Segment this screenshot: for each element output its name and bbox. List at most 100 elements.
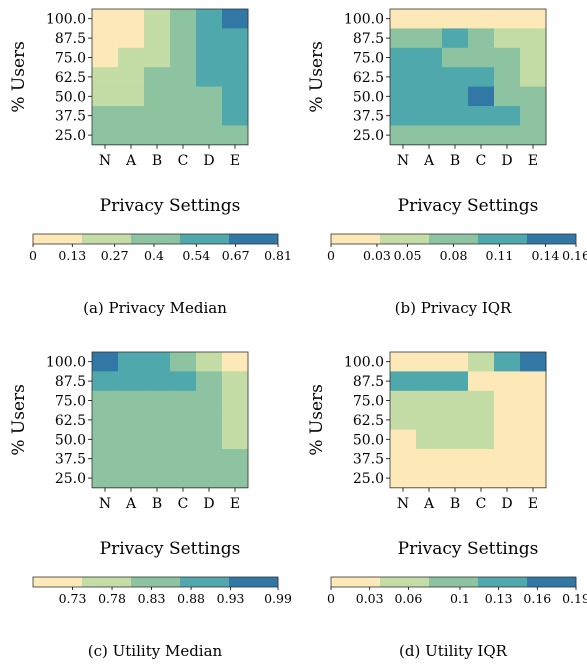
heatmap-cell-r3-c1 bbox=[118, 67, 145, 88]
heatmap-cell-r1-c3 bbox=[170, 28, 197, 49]
heatmap-cell-r5-c1 bbox=[118, 449, 145, 469]
y-tick-label: 62.5 bbox=[55, 70, 86, 86]
heatmap-cell-r2-c1 bbox=[118, 390, 145, 411]
subfigure-caption: (d) Utility IQR bbox=[399, 642, 508, 660]
colorbar-segment-0 bbox=[331, 577, 381, 587]
heatmap-cell-r6-c0 bbox=[390, 468, 417, 489]
colorbar-tick-label: 0.88 bbox=[177, 591, 205, 606]
heatmap-cell-r2-c3 bbox=[170, 47, 197, 68]
heatmap-cell-r5-c5 bbox=[222, 449, 249, 469]
colorbar-tick-label: 0.13 bbox=[58, 248, 86, 263]
chart-panel-3: 100.0 87.5 75.0 62.5 50.0 37.5 25.0 N A B C D E Priva… bbox=[9, 351, 292, 660]
chart-panel-1: 100.0 87.5 75.0 62.5 50.0 37.5 25.0 N A B C D E Priva… bbox=[9, 8, 292, 317]
y-tick-label: 25.0 bbox=[55, 128, 86, 144]
colorbar-tick-label: 0.1 bbox=[450, 591, 470, 606]
colorbar-tick-label: 0.81 bbox=[264, 248, 292, 263]
heatmap-cell-r3-c3 bbox=[170, 67, 197, 88]
colorbar-tick-label: 0.16 bbox=[523, 591, 551, 606]
heatmap-cell-r4-c0 bbox=[390, 86, 417, 107]
subfigure-caption: (b) Privacy IQR bbox=[395, 299, 512, 317]
heatmap-cell-r4-c3 bbox=[468, 86, 495, 107]
heatmap-cell-r3-c0 bbox=[390, 67, 417, 88]
heatmap-cell-r5-c5 bbox=[520, 106, 547, 126]
heatmap-cell-r4-c4 bbox=[494, 86, 521, 107]
y-tick-label: 25.0 bbox=[55, 471, 86, 487]
colorbar-tick-label: 0.83 bbox=[138, 591, 166, 606]
heatmap-cell-r2-c1 bbox=[118, 47, 145, 68]
heatmap-cell-r2-c1 bbox=[416, 390, 443, 411]
colorbar-tick-label: 0.11 bbox=[486, 248, 514, 263]
colorbar-tick-label: 0.19 bbox=[562, 591, 587, 606]
colorbar-segment-3 bbox=[478, 577, 528, 587]
heatmap-cell-r6-c3 bbox=[170, 468, 197, 489]
heatmap-cell-r4-c4 bbox=[196, 86, 223, 107]
heatmap-cell-r5-c1 bbox=[118, 106, 145, 126]
heatmap-cell-r6-c0 bbox=[92, 125, 119, 146]
heatmap-cell-r0-c0 bbox=[92, 9, 119, 29]
colorbar-segment-1 bbox=[380, 234, 430, 244]
heatmap-cell-r4-c0 bbox=[92, 86, 119, 107]
subfigure-caption: (c) Utility Median bbox=[88, 642, 223, 660]
x-tick-label: C bbox=[178, 153, 189, 169]
heatmap-cell-r3-c0 bbox=[390, 410, 417, 431]
heatmap-cell-r3-c0 bbox=[92, 410, 119, 431]
heatmap-cell-r0-c2 bbox=[144, 352, 171, 372]
heatmap-cell-r0-c1 bbox=[118, 352, 145, 372]
x-tick-label: C bbox=[476, 496, 487, 512]
heatmap-cell-r0-c5 bbox=[222, 9, 249, 29]
heatmap-cell-r3-c3 bbox=[170, 410, 197, 431]
colorbar-segment-4 bbox=[527, 234, 577, 244]
heatmap-cell-r5-c1 bbox=[416, 449, 443, 469]
heatmap-cell-r6-c5 bbox=[520, 468, 547, 489]
heatmap-cell-r6-c2 bbox=[144, 125, 171, 146]
heatmap-cell-r4-c5 bbox=[222, 429, 249, 450]
colorbar-segment-2 bbox=[131, 577, 181, 587]
heatmap-cell-r3-c2 bbox=[442, 410, 469, 431]
x-axis-label: Privacy Settings bbox=[100, 539, 241, 559]
x-tick-label: B bbox=[450, 153, 460, 169]
x-axis-label: Privacy Settings bbox=[100, 196, 241, 216]
heatmap-cell-r5-c2 bbox=[442, 106, 469, 126]
heatmap-cell-r4-c4 bbox=[494, 429, 521, 450]
heatmap-cell-r2-c4 bbox=[196, 47, 223, 68]
heatmap-cell-r0-c2 bbox=[144, 9, 171, 29]
heatmap-cell-r5-c1 bbox=[416, 106, 443, 126]
heatmap-cell-r0-c1 bbox=[416, 352, 443, 372]
heatmap-cell-r1-c4 bbox=[494, 371, 521, 392]
x-tick-label: N bbox=[99, 496, 111, 512]
heatmap-cell-r0-c0 bbox=[92, 352, 119, 372]
x-tick-label: A bbox=[423, 153, 435, 169]
heatmap-cell-r2-c4 bbox=[494, 390, 521, 411]
heatmap-cell-r1-c5 bbox=[520, 28, 547, 49]
colorbar-segment-1 bbox=[380, 577, 430, 587]
heatmap-cell-r5-c0 bbox=[92, 449, 119, 469]
heatmap-cell-r6-c4 bbox=[196, 468, 223, 489]
heatmap-cell-r4-c5 bbox=[222, 86, 249, 107]
heatmap-cell-r1-c2 bbox=[442, 371, 469, 392]
heatmap-cell-r2-c3 bbox=[468, 390, 495, 411]
y-tick-label: 25.0 bbox=[353, 128, 384, 144]
colorbar-frame bbox=[32, 576, 279, 588]
heatmap-cell-r6-c3 bbox=[170, 125, 197, 146]
colorbar-segment-0 bbox=[33, 234, 83, 244]
colorbar-tick-label: 0.27 bbox=[101, 248, 129, 263]
heatmap-cell-r2-c2 bbox=[144, 47, 171, 68]
heatmap-cell-r3-c4 bbox=[494, 67, 521, 88]
x-tick-label: E bbox=[528, 153, 538, 169]
heatmap-cell-r1-c5 bbox=[222, 371, 249, 392]
heatmap-cell-r4-c4 bbox=[196, 429, 223, 450]
heatmap-cell-r2-c5 bbox=[520, 390, 547, 411]
colorbar-tick-label: 0.54 bbox=[182, 248, 210, 263]
colorbar-tick-label: 0.05 bbox=[394, 248, 422, 263]
x-tick-label: N bbox=[99, 153, 111, 169]
heatmap-cell-r6-c2 bbox=[442, 125, 469, 146]
heatmap-cell-r6-c1 bbox=[118, 468, 145, 489]
heatmap-cell-r6-c4 bbox=[494, 125, 521, 146]
x-tick-label: A bbox=[423, 496, 435, 512]
heatmap-cell-r0-c1 bbox=[416, 9, 443, 29]
heatmap-cell-r1-c4 bbox=[196, 371, 223, 392]
heatmap-cell-r6-c0 bbox=[92, 468, 119, 489]
heatmap-cell-r3-c4 bbox=[196, 67, 223, 88]
heatmap-cell-r5-c4 bbox=[196, 106, 223, 126]
